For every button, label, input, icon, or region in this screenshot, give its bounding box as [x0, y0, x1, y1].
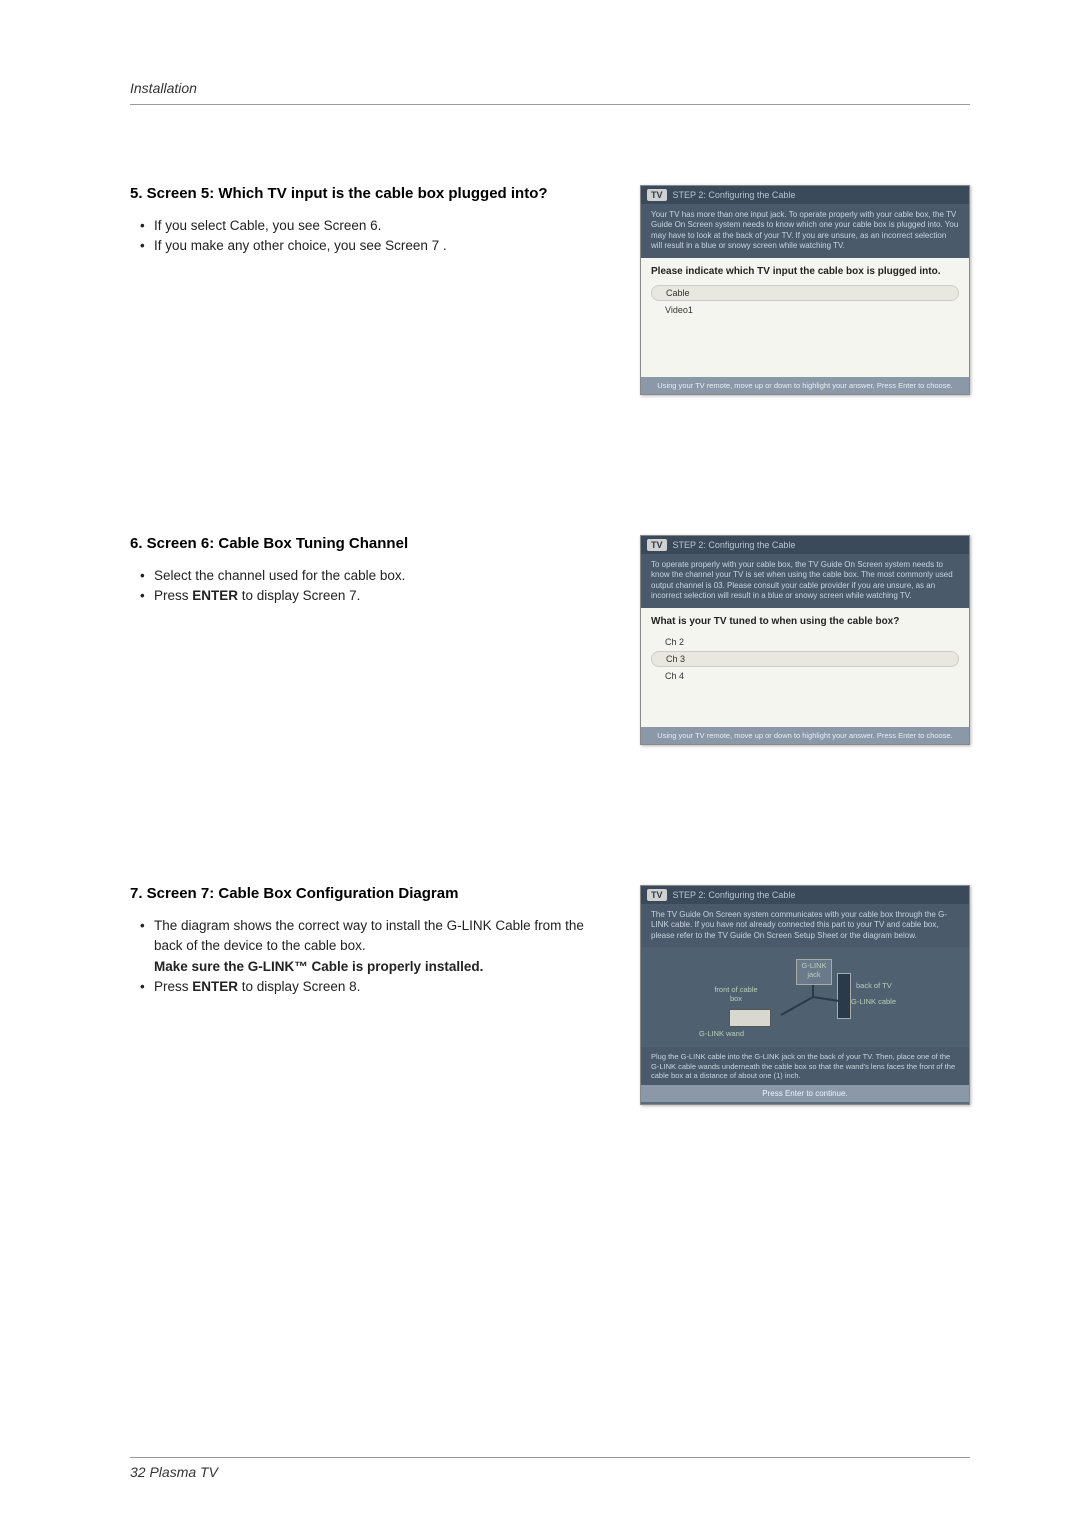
section-7-bullets: The diagram shows the correct way to ins… — [130, 916, 610, 957]
ss-content: What is your TV tuned to when using the … — [641, 608, 969, 729]
section-5-heading: 5. Screen 5: Which TV input is the cable… — [130, 185, 610, 202]
page-header: Installation — [130, 80, 970, 105]
label-front-of-box: front of cable box — [711, 985, 761, 1003]
label-glink-cable: G-LINK cable — [851, 997, 896, 1006]
cable-box — [729, 1009, 771, 1027]
enter-key: ENTER — [192, 979, 238, 994]
ss-title: STEP 2: Configuring the Cable — [673, 190, 796, 200]
ss-footer: Using your TV remote, move up or down to… — [641, 727, 969, 744]
ss-content: Please indicate which TV input the cable… — [641, 258, 969, 377]
label-glink-jack: G-LINK jack — [798, 961, 830, 979]
label-glink-wand: G-LINK wand — [699, 1029, 744, 1038]
section-5-bullets: If you select Cable, you see Screen 6. I… — [130, 216, 610, 257]
ss-option: Cable — [651, 285, 959, 301]
bullet-item: The diagram shows the correct way to ins… — [154, 916, 610, 957]
text: Press — [154, 979, 192, 994]
ss-footer: Press Enter to continue. — [641, 1085, 969, 1102]
bullet-item: If you make any other choice, you see Sc… — [154, 236, 610, 256]
ss-question: What is your TV tuned to when using the … — [651, 616, 959, 627]
label-back-of-tv: back of TV — [856, 981, 892, 990]
ss-option: Ch 4 — [651, 669, 959, 683]
tv-logo-badge: TV — [647, 189, 667, 201]
bullet-item: Press ENTER to display Screen 8. — [154, 977, 610, 997]
section-6-heading: 6. Screen 6: Cable Box Tuning Channel — [130, 535, 610, 552]
ss-description: To operate properly with your cable box,… — [641, 554, 969, 608]
section-title: Installation — [130, 80, 197, 96]
section-7-heading: 7. Screen 7: Cable Box Configuration Dia… — [130, 885, 610, 902]
section-7: 7. Screen 7: Cable Box Configuration Dia… — [130, 885, 970, 1105]
ss-option: Ch 2 — [651, 635, 959, 649]
text: to display Screen 7. — [238, 588, 360, 603]
bullet-item: Select the channel used for the cable bo… — [154, 566, 610, 586]
section-6-text: 6. Screen 6: Cable Box Tuning Channel Se… — [130, 535, 610, 607]
ss-titlebar: TV STEP 2: Configuring the Cable — [641, 186, 969, 204]
ss-description: Your TV has more than one input jack. To… — [641, 204, 969, 258]
ss-description-2: Plug the G-LINK cable into the G-LINK ja… — [641, 1047, 969, 1085]
ss-titlebar: TV STEP 2: Configuring the Cable — [641, 536, 969, 554]
bullet-item: Press ENTER to display Screen 7. — [154, 586, 610, 606]
ss-option: Video1 — [651, 303, 959, 317]
bullet-item: If you select Cable, you see Screen 6. — [154, 216, 610, 236]
section-5: 5. Screen 5: Which TV input is the cable… — [130, 185, 970, 395]
ss-title: STEP 2: Configuring the Cable — [673, 890, 796, 900]
enter-key: ENTER — [192, 588, 238, 603]
screenshot-6: TV STEP 2: Configuring the Cable To oper… — [640, 535, 970, 745]
section-6-bullets: Select the channel used for the cable bo… — [130, 566, 610, 607]
ss-question: Please indicate which TV input the cable… — [651, 266, 959, 277]
ss-titlebar: TV STEP 2: Configuring the Cable — [641, 886, 969, 904]
section-6: 6. Screen 6: Cable Box Tuning Channel Se… — [130, 535, 970, 745]
ss-diagram: G-LINK jack front of cable box back of T… — [641, 947, 969, 1047]
tv-logo-badge: TV — [647, 539, 667, 551]
text: to display Screen 8. — [238, 979, 360, 994]
text: Press — [154, 588, 192, 603]
section-5-text: 5. Screen 5: Which TV input is the cable… — [130, 185, 610, 257]
screenshot-7: TV STEP 2: Configuring the Cable The TV … — [640, 885, 970, 1105]
ss-description: The TV Guide On Screen system communicat… — [641, 904, 969, 947]
page-footer: 32 Plasma TV — [130, 1457, 970, 1480]
diagram-connector-icon — [771, 985, 841, 1035]
install-note: Make sure the G-LINK™ Cable is properly … — [130, 957, 610, 977]
ss-title: STEP 2: Configuring the Cable — [673, 540, 796, 550]
ss-footer: Using your TV remote, move up or down to… — [641, 377, 969, 394]
tv-logo-badge: TV — [647, 889, 667, 901]
page-number-label: 32 Plasma TV — [130, 1464, 218, 1480]
section-7-bullets-2: Press ENTER to display Screen 8. — [130, 977, 610, 997]
section-7-text: 7. Screen 7: Cable Box Configuration Dia… — [130, 885, 610, 997]
screenshot-5: TV STEP 2: Configuring the Cable Your TV… — [640, 185, 970, 395]
ss-option-selected: Ch 3 — [651, 651, 959, 667]
